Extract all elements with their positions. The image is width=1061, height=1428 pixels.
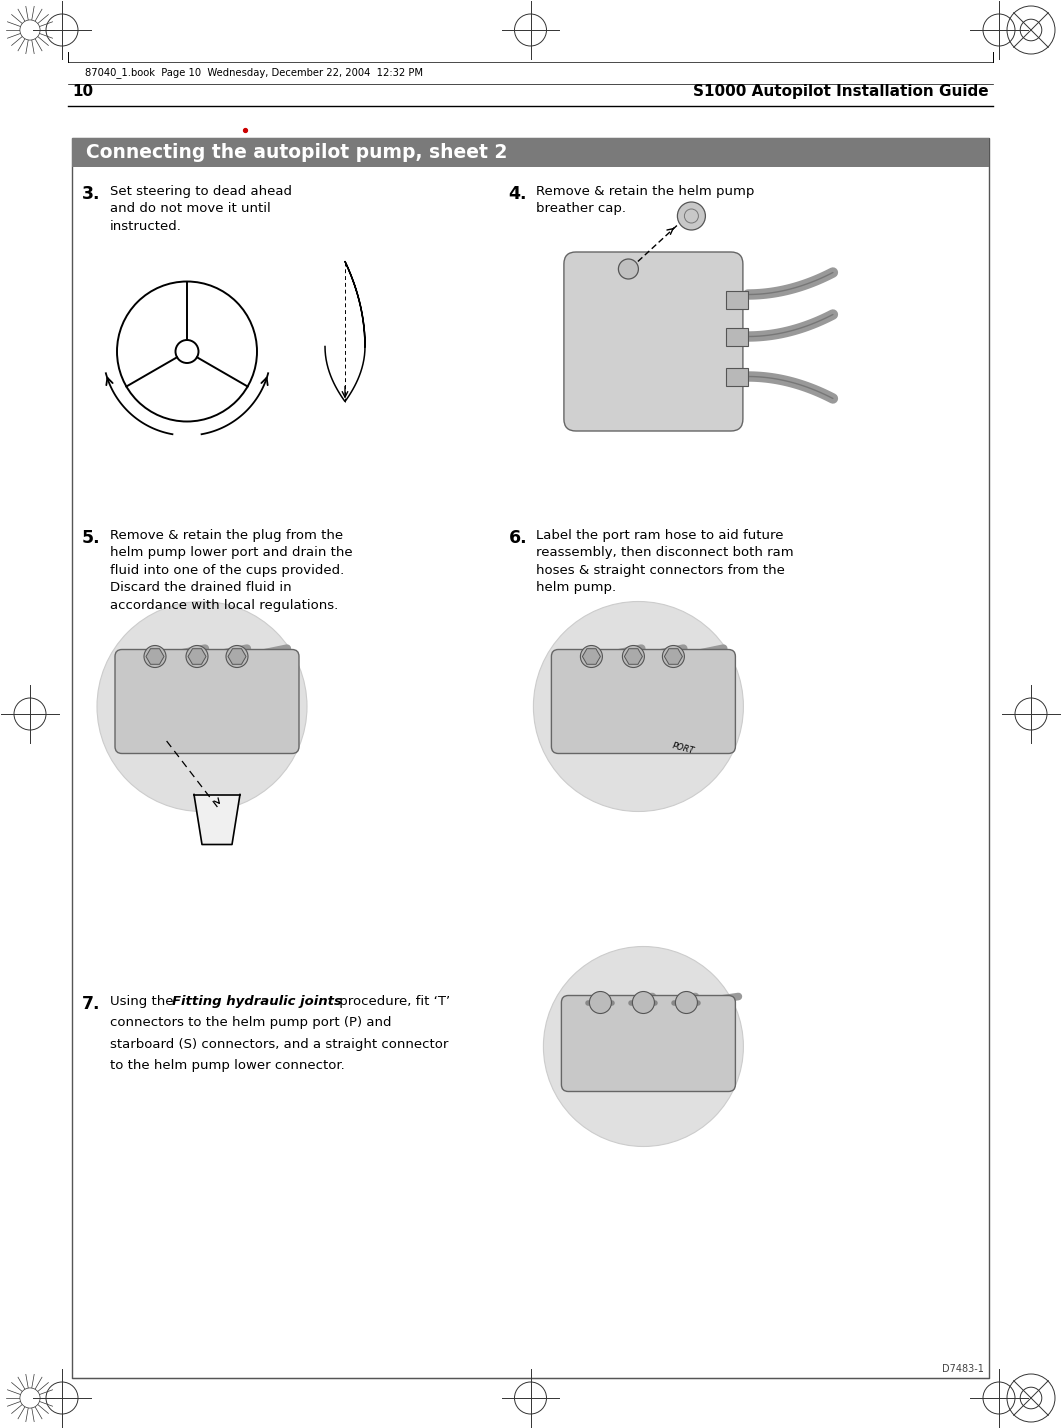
- Polygon shape: [582, 648, 601, 664]
- FancyBboxPatch shape: [563, 251, 743, 431]
- Circle shape: [619, 258, 639, 278]
- Text: 4.: 4.: [508, 184, 527, 203]
- Circle shape: [144, 645, 166, 667]
- Text: 5.: 5.: [82, 528, 101, 547]
- Circle shape: [186, 645, 208, 667]
- FancyBboxPatch shape: [561, 995, 735, 1091]
- Text: PORT: PORT: [672, 741, 696, 755]
- Text: D7483-1: D7483-1: [942, 1364, 984, 1374]
- Text: Fitting hydraulic joints: Fitting hydraulic joints: [172, 994, 342, 1008]
- Text: 87040_1.book  Page 10  Wednesday, December 22, 2004  12:32 PM: 87040_1.book Page 10 Wednesday, December…: [85, 67, 423, 79]
- Circle shape: [534, 601, 744, 811]
- Circle shape: [20, 20, 40, 40]
- Circle shape: [677, 201, 706, 230]
- Text: 7.: 7.: [82, 994, 101, 1012]
- Text: 6.: 6.: [508, 528, 527, 547]
- Circle shape: [676, 991, 697, 1014]
- Circle shape: [590, 991, 611, 1014]
- Polygon shape: [228, 648, 246, 664]
- Text: Remove & retain the plug from the
helm pump lower port and drain the
fluid into : Remove & retain the plug from the helm p…: [110, 528, 352, 611]
- Text: Remove & retain the helm pump
breather cap.: Remove & retain the helm pump breather c…: [537, 184, 754, 216]
- Circle shape: [623, 645, 644, 667]
- FancyBboxPatch shape: [115, 650, 299, 754]
- Polygon shape: [664, 648, 682, 664]
- Text: Set steering to dead ahead
and do not move it until
instructed.: Set steering to dead ahead and do not mo…: [110, 184, 292, 233]
- Polygon shape: [146, 648, 164, 664]
- Circle shape: [580, 645, 603, 667]
- Text: Using the: Using the: [110, 994, 178, 1008]
- Text: S1000 Autopilot Installation Guide: S1000 Autopilot Installation Guide: [694, 84, 989, 99]
- Bar: [726, 367, 748, 386]
- Polygon shape: [188, 648, 206, 664]
- Polygon shape: [194, 794, 240, 844]
- Polygon shape: [625, 648, 642, 664]
- Circle shape: [226, 645, 248, 667]
- Circle shape: [20, 1388, 40, 1408]
- Text: connectors to the helm pump port (P) and: connectors to the helm pump port (P) and: [110, 1015, 392, 1030]
- FancyBboxPatch shape: [552, 650, 735, 754]
- Text: starboard (S) connectors, and a straight connector: starboard (S) connectors, and a straight…: [110, 1038, 449, 1051]
- Text: 10: 10: [72, 84, 93, 99]
- Circle shape: [543, 947, 744, 1147]
- Text: 3.: 3.: [82, 184, 101, 203]
- Bar: [72, 139, 989, 1378]
- Bar: [72, 139, 989, 167]
- Circle shape: [662, 645, 684, 667]
- Text: to the helm pump lower connector.: to the helm pump lower connector.: [110, 1060, 345, 1072]
- Text: Label the port ram hose to aid future
reassembly, then disconnect both ram
hoses: Label the port ram hose to aid future re…: [537, 528, 794, 594]
- Bar: [726, 290, 748, 308]
- Text: procedure, fit ‘T’: procedure, fit ‘T’: [335, 994, 450, 1008]
- Circle shape: [632, 991, 655, 1014]
- Bar: [726, 327, 748, 346]
- Circle shape: [97, 601, 307, 811]
- Text: Connecting the autopilot pump, sheet 2: Connecting the autopilot pump, sheet 2: [86, 143, 507, 161]
